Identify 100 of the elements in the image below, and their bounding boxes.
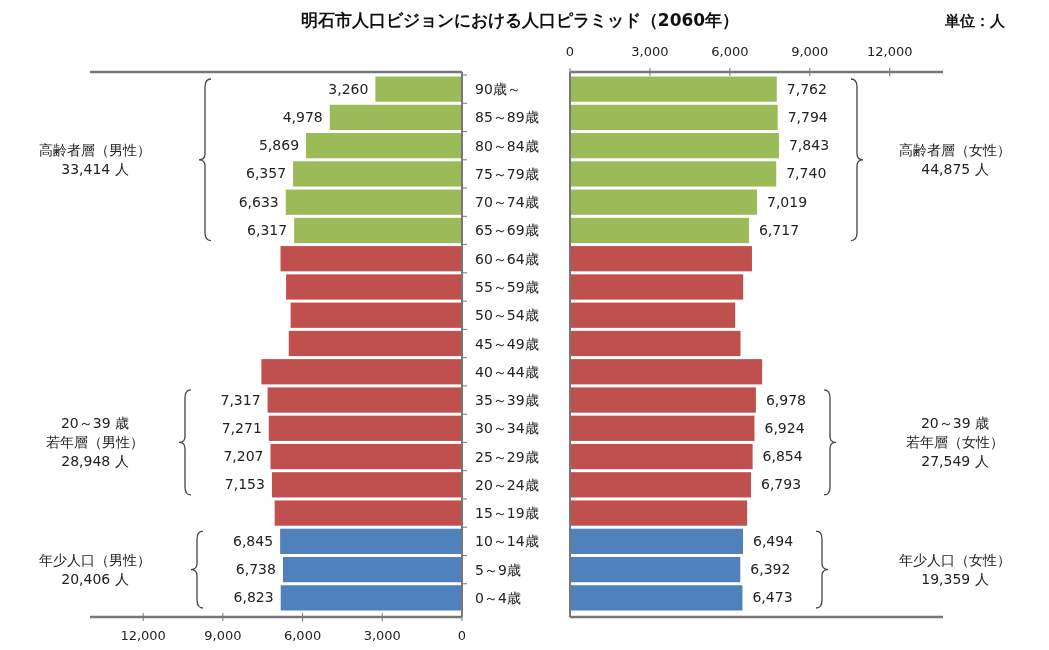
annotation: 若年層（女性） — [906, 434, 1004, 451]
y-tick-label: 80～84歳 — [475, 137, 539, 154]
bar — [268, 415, 462, 441]
annotation: 若年層（男性） — [46, 434, 144, 451]
y-tick-label: 55～59歳 — [475, 278, 539, 295]
bar — [270, 443, 462, 470]
data-label: 7,271 — [221, 419, 262, 436]
y-tick-label: 40～44歳 — [475, 363, 539, 380]
data-label: 7,019 — [767, 193, 808, 210]
data-label: 6,924 — [764, 419, 805, 436]
bar — [329, 104, 462, 131]
bar — [286, 274, 462, 300]
bar — [570, 585, 743, 611]
y-tick-label: 30～34歳 — [475, 420, 539, 437]
bar — [290, 302, 462, 328]
data-label: 6,494 — [753, 532, 794, 549]
annotation: 年少人口（女性） — [899, 552, 1011, 569]
x-tick-label: 12,000 — [866, 44, 913, 59]
data-label: 6,978 — [765, 391, 807, 408]
data-label: 6,845 — [233, 532, 274, 549]
bar — [271, 472, 462, 498]
y-tick-label: 45～49歳 — [475, 335, 539, 352]
data-label: 3,260 — [328, 80, 369, 97]
data-label: 7,762 — [786, 80, 827, 97]
annotation: 20～39 歳 — [60, 415, 130, 432]
y-tick-label: 25～29歳 — [475, 448, 539, 465]
data-label: 6,633 — [238, 193, 279, 210]
data-label: 7,794 — [787, 108, 828, 125]
bar — [306, 133, 462, 159]
data-label: 7,207 — [223, 448, 264, 465]
text: 明石市人口ビジョンにおける人口ピラミッド（2060年） — [300, 10, 740, 30]
x-tick-label: 6,000 — [711, 44, 749, 59]
x-tick-label: 12,000 — [120, 628, 166, 643]
data-label: 6,717 — [758, 221, 800, 238]
bar — [570, 217, 749, 244]
data-label: 7,317 — [220, 391, 261, 408]
data-label: 6,392 — [750, 561, 791, 578]
bar — [570, 76, 777, 102]
bar — [570, 189, 758, 215]
y-tick-label: 50～54歳 — [475, 307, 539, 324]
annotation: 19,359 人 — [921, 571, 989, 588]
x-tick-label: 0 — [565, 44, 575, 59]
data-label: 6,793 — [760, 476, 802, 493]
bar — [570, 330, 741, 357]
bar — [570, 443, 753, 470]
text: 単位：人 — [944, 12, 1006, 30]
annotation: 27,549 人 — [921, 453, 989, 470]
bar — [293, 161, 462, 187]
y-tick-label: 65～69歳 — [475, 222, 539, 239]
data-label: 5,869 — [258, 137, 300, 154]
annotation: 44,875 人 — [921, 161, 989, 178]
annotation: 20,406 人 — [61, 571, 129, 588]
bar — [570, 556, 741, 583]
y-tick-label: 5～9歳 — [475, 561, 521, 578]
x-tick-label: 6,000 — [283, 628, 322, 643]
bar — [375, 76, 462, 102]
y-tick-label: 85～89歳 — [475, 109, 539, 126]
y-tick-label: 20～24歳 — [475, 476, 539, 493]
annotation: 20～39 歳 — [920, 415, 990, 432]
data-label: 4,978 — [282, 108, 323, 125]
bar — [570, 274, 744, 300]
data-label: 6,357 — [245, 165, 287, 182]
y-tick-label: 35～39歳 — [475, 392, 539, 409]
bar — [570, 500, 748, 526]
data-label: 7,843 — [788, 137, 830, 154]
bar — [570, 472, 751, 498]
bar — [570, 104, 778, 131]
x-tick-label: 9,000 — [204, 628, 242, 643]
bar — [570, 133, 779, 159]
bar — [570, 387, 756, 413]
bar — [570, 302, 736, 328]
bar — [570, 246, 752, 272]
bar — [288, 330, 462, 357]
annotation: 高齢者層（女性） — [899, 142, 1011, 159]
bar — [280, 528, 462, 554]
bar — [285, 189, 462, 215]
data-label: 6,854 — [762, 448, 803, 465]
bar — [570, 359, 763, 385]
data-label: 6,473 — [752, 589, 793, 606]
bar — [294, 217, 462, 244]
x-tick-label: 9,000 — [791, 44, 829, 59]
data-label: 6,738 — [235, 561, 276, 578]
bar — [570, 528, 744, 554]
annotation: 28,948 人 — [61, 453, 129, 470]
annotation: 年少人口（男性） — [39, 552, 151, 569]
bar — [267, 387, 462, 413]
bar — [261, 359, 462, 385]
x-tick-label: 3,000 — [363, 628, 401, 643]
y-tick-label: 90歳～ — [475, 81, 521, 98]
data-label: 7,153 — [224, 476, 265, 493]
bar — [570, 415, 755, 441]
y-tick-label: 15～19歳 — [475, 505, 539, 522]
y-tick-label: 75～79歳 — [475, 165, 539, 182]
x-tick-label: 0 — [457, 628, 467, 643]
y-tick-label: 70～74歳 — [475, 194, 539, 211]
bar — [280, 246, 462, 272]
annotation: 33,414 人 — [61, 161, 129, 178]
bar — [274, 500, 462, 526]
y-tick-label: 60～64歳 — [475, 250, 539, 267]
y-tick-label: 0～4歳 — [475, 589, 521, 606]
